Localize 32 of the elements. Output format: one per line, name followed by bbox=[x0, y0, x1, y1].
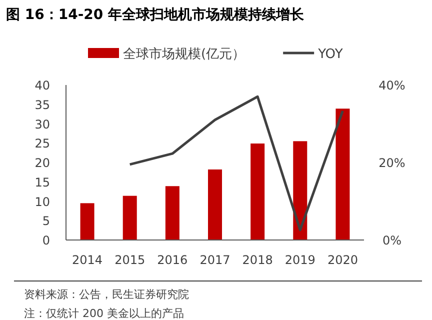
legend-label: YOY bbox=[317, 47, 343, 62]
y2-tick-label: 40% bbox=[378, 78, 406, 92]
y2-tick-label: 0% bbox=[382, 234, 402, 248]
x-tick-label: 2019 bbox=[284, 253, 316, 267]
y-tick-label: 15 bbox=[34, 175, 50, 190]
y-tick-label: 35 bbox=[34, 98, 50, 112]
text: 资料来源：公告，民生证券研究院 bbox=[24, 288, 189, 301]
y-tick-label: 10 bbox=[34, 194, 50, 209]
y-tick-label: 30 bbox=[34, 117, 50, 132]
bar bbox=[165, 186, 180, 240]
chart-title: 图 16：14-20 年全球扫地机市场规模持续增长 bbox=[6, 6, 306, 23]
y-tick-label: 40 bbox=[34, 78, 50, 92]
y2-tick-label: 20% bbox=[378, 156, 406, 170]
x-tick-label: 2018 bbox=[242, 253, 273, 267]
x-tick-label: 2020 bbox=[327, 253, 358, 267]
line-series bbox=[128, 95, 344, 232]
bar bbox=[250, 144, 265, 240]
y-tick-label: 0 bbox=[42, 234, 50, 248]
x-tick-label: 2016 bbox=[157, 253, 188, 267]
x-tick-label: 2014 bbox=[72, 253, 103, 267]
bar bbox=[80, 203, 94, 240]
text: 注：仅统计 200 美金以上的产品 bbox=[24, 307, 184, 320]
y-tick-label: 20 bbox=[34, 156, 50, 170]
bar bbox=[122, 196, 137, 240]
x-tick-label: 2015 bbox=[114, 253, 146, 267]
y-tick-label: 25 bbox=[34, 136, 50, 151]
y-tick-label: 5 bbox=[42, 214, 50, 228]
bar bbox=[293, 141, 308, 240]
x-tick-label: 2017 bbox=[200, 253, 230, 267]
bar bbox=[336, 108, 350, 240]
legend-label: 全球市场规模(亿元） bbox=[123, 47, 246, 62]
bar bbox=[208, 169, 222, 240]
